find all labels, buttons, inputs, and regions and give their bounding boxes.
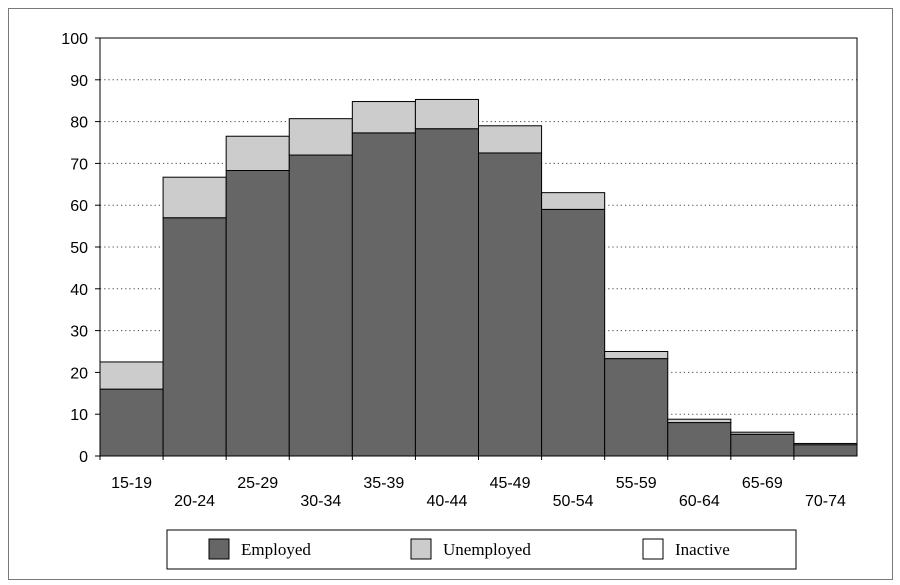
x-tick-label: 30-34 [300, 493, 341, 510]
y-tick-label: 100 [61, 31, 88, 48]
y-tick-label: 0 [79, 449, 88, 466]
legend-swatch-employed [208, 538, 230, 560]
legend-box [166, 529, 797, 570]
x-tick-label: 70-74 [805, 493, 846, 510]
bar-unemployed-35-39 [351, 101, 416, 134]
x-tick-label: 40-44 [426, 493, 467, 510]
bar-employed-15-19 [99, 388, 164, 457]
x-tick-label: 15-19 [111, 475, 152, 492]
bar-unemployed-15-19 [99, 361, 164, 390]
y-tick-label: 10 [70, 407, 88, 424]
bar-unemployed-50-54 [541, 192, 606, 210]
bar-unemployed-30-34 [288, 118, 353, 156]
legend-label-employed: Employed [241, 540, 311, 559]
y-tick-label: 70 [70, 156, 88, 173]
x-tick-label: 50-54 [553, 493, 594, 510]
bar-employed-20-24 [162, 217, 227, 457]
x-tick-label: 20-24 [174, 493, 215, 510]
bar-unemployed-40-44 [414, 98, 479, 130]
bar-employed-25-29 [225, 170, 290, 457]
bar-unemployed-70-74 [793, 442, 858, 446]
y-tick-label: 40 [70, 282, 88, 299]
x-tick-label: 60-64 [679, 493, 720, 510]
x-tick-label: 65-69 [742, 475, 783, 492]
x-tick-label: 55-59 [616, 475, 657, 492]
y-tick-label: 60 [70, 198, 88, 215]
y-tick-label: 80 [70, 115, 88, 132]
bar-employed-55-59 [604, 358, 669, 457]
legend-swatch-unemployed [410, 538, 432, 560]
y-tick-label: 50 [70, 240, 88, 257]
x-tick-label: 35-39 [363, 475, 404, 492]
bar-unemployed-65-69 [730, 431, 795, 435]
bar-employed-65-69 [730, 433, 795, 457]
legend-label-unemployed: Unemployed [443, 540, 531, 559]
legend-swatch-inactive [642, 538, 664, 560]
bar-unemployed-55-59 [604, 351, 669, 360]
bar-employed-70-74 [793, 444, 858, 457]
bar-unemployed-45-49 [478, 125, 543, 154]
bar-employed-60-64 [667, 422, 732, 457]
y-axis-ticks: 0 10 20 30 40 50 60 70 80 90 100 [61, 31, 100, 466]
x-tick-label: 25-29 [237, 475, 278, 492]
y-tick-label: 20 [70, 365, 88, 382]
bar-employed-50-54 [541, 208, 606, 457]
bar-employed-35-39 [351, 132, 416, 457]
bar-unemployed-25-29 [225, 135, 290, 172]
x-axis-ticks: 15-19 20-24 25-29 30-34 35-39 40-44 45-49 50-54… [99, 456, 846, 510]
bar-employed-40-44 [414, 128, 479, 457]
bars [99, 98, 858, 457]
legend: Employed Unemployed Inactive [166, 529, 797, 570]
bar-unemployed-60-64 [667, 418, 732, 424]
y-tick-label: 30 [70, 324, 88, 341]
bar-employed-45-49 [478, 152, 543, 457]
legend-label-inactive: Inactive [675, 540, 730, 559]
y-tick-label: 90 [70, 73, 88, 90]
x-tick-label: 45-49 [490, 475, 531, 492]
bar-employed-30-34 [288, 154, 353, 457]
bar-unemployed-20-24 [162, 176, 227, 219]
